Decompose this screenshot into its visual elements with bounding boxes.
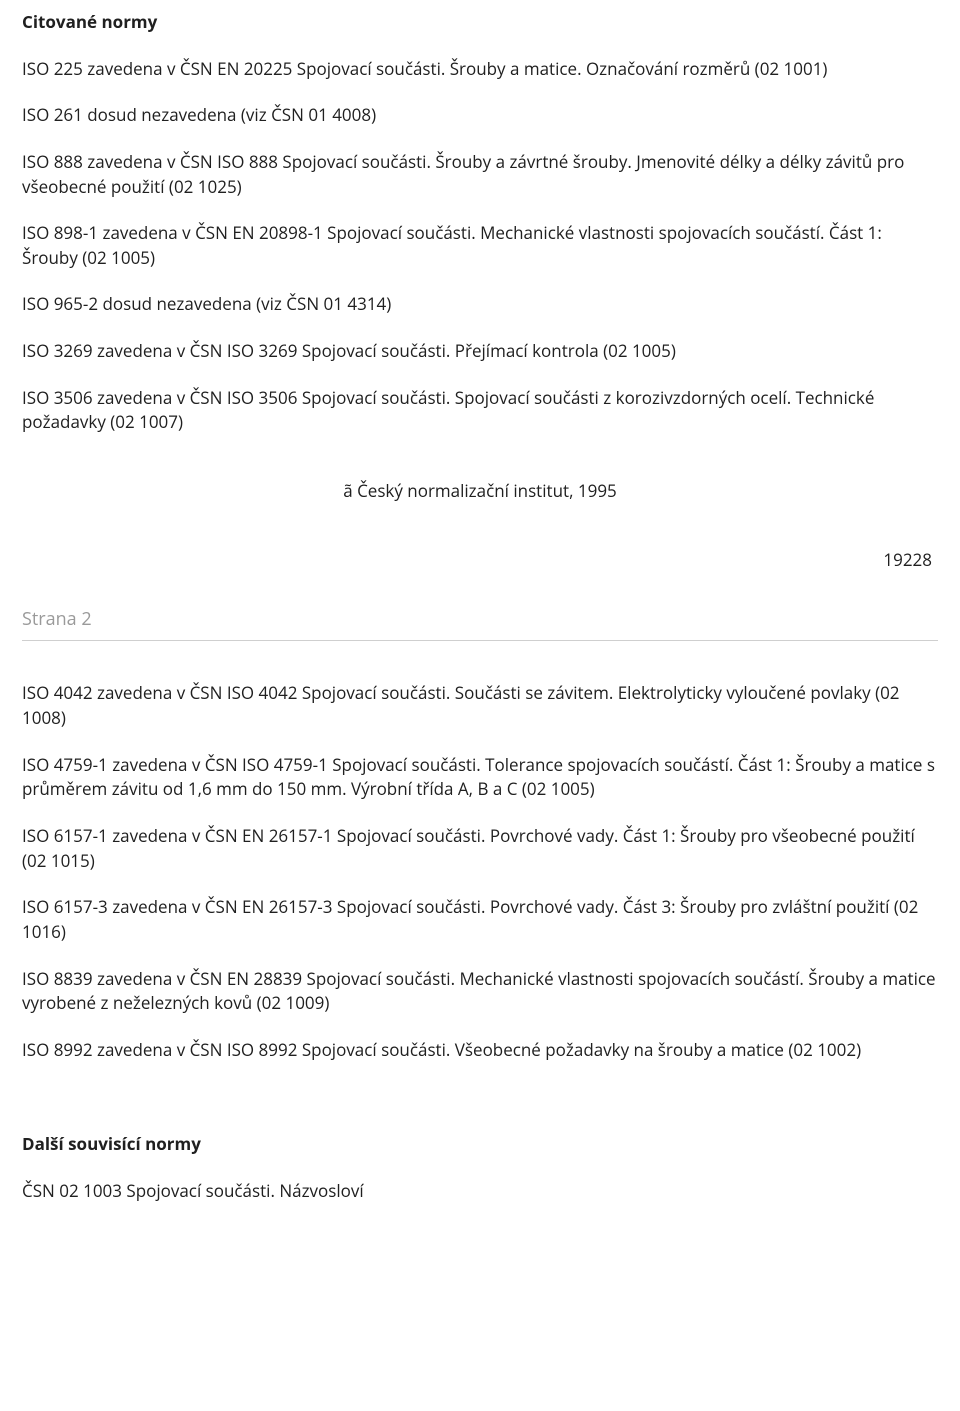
para-iso6157-1: ISO 6157-1 zavedena v ČSN EN 26157-1 Spo… xyxy=(22,824,938,873)
para-iso3506: ISO 3506 zavedena v ČSN ISO 3506 Spojova… xyxy=(22,386,938,435)
para-iso4042: ISO 4042 zavedena v ČSN ISO 4042 Spojova… xyxy=(22,681,938,730)
para-iso8992: ISO 8992 zavedena v ČSN ISO 8992 Spojova… xyxy=(22,1038,938,1063)
publication-number: 19228 xyxy=(22,548,938,573)
page-divider xyxy=(22,640,938,641)
para-iso8839: ISO 8839 zavedena v ČSN EN 28839 Spojova… xyxy=(22,967,938,1016)
page-label-2: Strana 2 xyxy=(22,606,938,632)
para-iso3269: ISO 3269 zavedena v ČSN ISO 3269 Spojova… xyxy=(22,339,938,364)
para-iso888: ISO 888 zavedena v ČSN ISO 888 Spojovací… xyxy=(22,150,938,199)
heading-dalsi-souvisici-normy: Další souvisící normy xyxy=(22,1132,938,1157)
para-csn021003: ČSN 02 1003 Spojovací součásti. Názvoslo… xyxy=(22,1179,938,1204)
para-iso6157-3: ISO 6157-3 zavedena v ČSN EN 26157-3 Spo… xyxy=(22,895,938,944)
para-iso261: ISO 261 dosud nezavedena (viz ČSN 01 400… xyxy=(22,103,938,128)
heading-citovane-normy: Citované normy xyxy=(22,10,938,35)
para-iso225: ISO 225 zavedena v ČSN EN 20225 Spojovac… xyxy=(22,57,938,82)
para-iso965-2: ISO 965-2 dosud nezavedena (viz ČSN 01 4… xyxy=(22,292,938,317)
para-iso898-1: ISO 898-1 zavedena v ČSN EN 20898-1 Spoj… xyxy=(22,221,938,270)
copyright-line: ã Český normalizační institut, 1995 xyxy=(22,479,938,504)
para-iso4759-1: ISO 4759-1 zavedena v ČSN ISO 4759-1 Spo… xyxy=(22,753,938,802)
